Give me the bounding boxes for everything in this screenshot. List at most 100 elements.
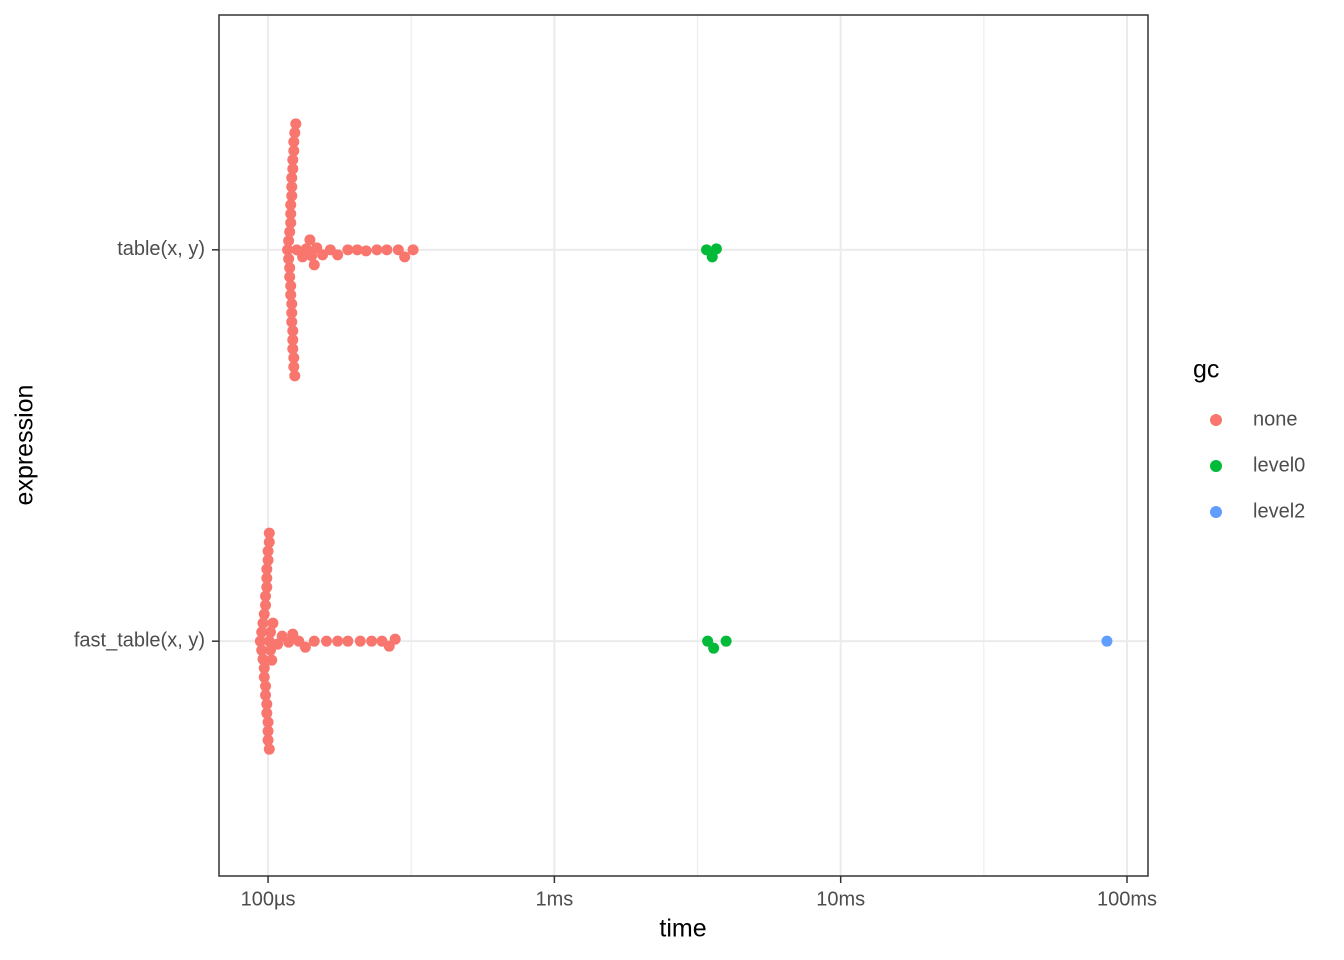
data-point — [285, 208, 297, 220]
x-tick-label: 1ms — [535, 888, 573, 910]
data-point — [287, 325, 299, 337]
data-point — [289, 127, 301, 139]
data-point — [286, 181, 298, 193]
data-point — [286, 316, 298, 328]
data-point — [261, 581, 273, 593]
data-point — [287, 343, 299, 355]
data-point — [332, 635, 344, 647]
data-point — [710, 243, 722, 255]
y-tick-label: table(x, y) — [117, 238, 205, 260]
data-point — [392, 244, 404, 256]
data-point — [260, 590, 272, 602]
y-tick-label: fast_table(x, y) — [74, 629, 205, 651]
data-point — [265, 626, 277, 638]
legend-label: level2 — [1253, 500, 1305, 522]
data-point — [262, 554, 274, 566]
data-point — [304, 234, 316, 246]
data-point — [389, 633, 401, 645]
data-point — [283, 253, 295, 265]
legend-marker — [1210, 414, 1222, 426]
x-tick-label: 100ms — [1097, 888, 1157, 910]
data-point — [351, 244, 363, 256]
data-point — [257, 617, 269, 629]
data-point — [285, 280, 297, 292]
data-point — [288, 352, 300, 364]
y-axis-title: expression — [11, 385, 39, 506]
data-point — [366, 635, 378, 647]
data-point — [263, 527, 275, 539]
data-point — [261, 563, 273, 575]
data-point — [708, 642, 720, 654]
data-point — [287, 334, 299, 346]
data-point — [261, 707, 273, 719]
data-point — [262, 716, 274, 728]
data-point — [266, 654, 278, 666]
data-point — [320, 635, 332, 647]
data-point — [287, 163, 299, 175]
data-point — [263, 635, 275, 647]
x-axis-title: time — [659, 915, 706, 943]
data-point — [254, 635, 266, 647]
data-point — [258, 662, 270, 674]
data-point — [258, 608, 270, 620]
data-point — [286, 307, 298, 319]
data-point — [256, 626, 268, 638]
data-point — [360, 245, 372, 257]
data-point — [354, 635, 366, 647]
data-point — [286, 190, 298, 202]
data-point — [371, 244, 383, 256]
data-point — [306, 250, 318, 262]
data-point — [284, 262, 296, 274]
data-point — [317, 249, 329, 261]
legend-marker — [1210, 460, 1222, 472]
data-point — [342, 244, 354, 256]
data-point — [285, 217, 297, 229]
data-point — [308, 635, 320, 647]
data-point — [272, 638, 284, 650]
data-point — [1101, 635, 1113, 647]
data-point — [261, 698, 273, 710]
x-tick-label: 100µs — [241, 888, 296, 910]
data-point — [262, 725, 274, 737]
data-point — [288, 361, 300, 373]
data-point — [257, 653, 269, 665]
data-point — [286, 298, 298, 310]
data-point — [263, 743, 275, 755]
data-point — [285, 289, 297, 301]
data-point — [283, 235, 295, 247]
x-tick-label: 10ms — [816, 888, 865, 910]
data-point — [288, 145, 300, 157]
data-point — [287, 154, 299, 166]
data-point — [299, 641, 311, 653]
data-point — [288, 136, 300, 148]
legend-marker — [1210, 506, 1222, 518]
data-point — [308, 259, 320, 271]
data-point — [282, 244, 294, 256]
data-point — [332, 249, 344, 261]
legend-title: gc — [1193, 356, 1219, 384]
data-point — [260, 680, 272, 692]
data-point — [263, 536, 275, 548]
data-point — [260, 689, 272, 701]
data-point — [290, 118, 302, 130]
data-point — [260, 599, 272, 611]
data-point — [284, 226, 296, 238]
data-point — [289, 370, 301, 382]
data-point — [258, 671, 270, 683]
data-point — [399, 251, 411, 263]
data-point — [381, 244, 393, 256]
data-point — [262, 734, 274, 746]
legend-label: level0 — [1253, 454, 1305, 476]
panel-border — [218, 14, 1149, 877]
data-point — [285, 199, 297, 211]
data-point — [284, 271, 296, 283]
data-point — [267, 617, 279, 629]
legend-label: none — [1253, 408, 1298, 430]
data-point — [286, 172, 298, 184]
data-point — [261, 572, 273, 584]
data-point — [256, 644, 268, 656]
data-point — [262, 545, 274, 557]
data-point — [720, 635, 732, 647]
data-point — [407, 244, 419, 256]
